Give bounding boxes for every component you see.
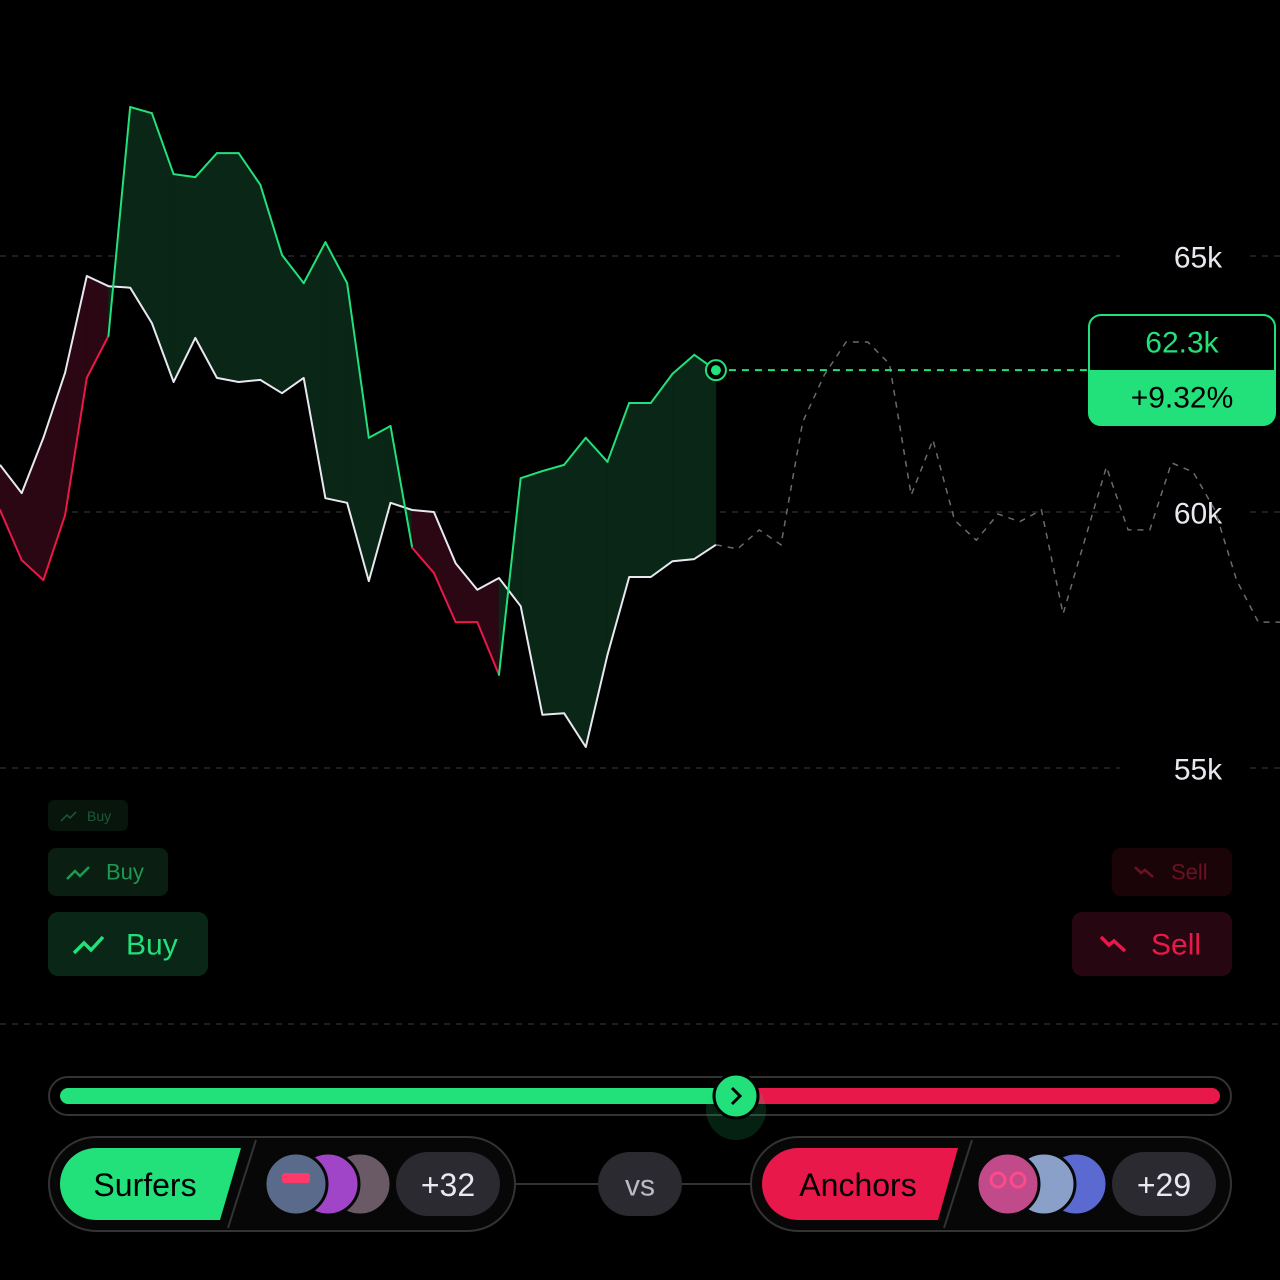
- y-tick-label: 60k: [1174, 498, 1223, 531]
- button-label: Sell: [1171, 860, 1208, 885]
- price-segment: [324, 241, 349, 285]
- change-label: +9.32%: [1131, 382, 1234, 415]
- button-label: Buy: [106, 860, 144, 885]
- y-tick-label: 65k: [1174, 242, 1223, 275]
- price-segment: [129, 106, 153, 115]
- member-count: +29: [1137, 1167, 1191, 1203]
- vs-label: vs: [625, 1170, 655, 1203]
- team-pill: [762, 1148, 958, 1220]
- price-segment: [519, 470, 544, 480]
- price-segment: [476, 621, 500, 676]
- price-label: 62.3k: [1145, 327, 1219, 360]
- price-segment: [281, 253, 305, 285]
- price-segment: [42, 514, 67, 582]
- gain-area: [628, 402, 652, 578]
- price-segment: [563, 436, 587, 466]
- slider-bear: [732, 1088, 1220, 1104]
- price-segment: [649, 372, 674, 404]
- avatar-glasses: [989, 1171, 1007, 1189]
- divider: [227, 1139, 257, 1229]
- team-name: Surfers: [93, 1167, 196, 1203]
- gain-area: [672, 354, 695, 562]
- trend-icon: [66, 866, 90, 880]
- avatar: [975, 1151, 1041, 1217]
- price-segment: [259, 183, 284, 256]
- button-bg: [48, 848, 168, 896]
- gain-area: [693, 354, 717, 560]
- price-segment: [432, 571, 457, 624]
- gain-area: [325, 242, 348, 504]
- trend-icon: [60, 811, 77, 822]
- price-segment: [85, 334, 110, 379]
- price-segment: [0, 508, 23, 562]
- price-segment: [584, 436, 609, 463]
- team-name: Anchors: [799, 1167, 916, 1203]
- vs-pill: [598, 1152, 682, 1216]
- price-segment: [606, 401, 631, 463]
- buy-button-medium[interactable]: Buy: [48, 848, 168, 896]
- button-bg: [48, 800, 128, 831]
- count-pill: [396, 1152, 500, 1216]
- price-segment: [411, 546, 435, 574]
- price-segment: [302, 241, 327, 285]
- team-pill: [60, 1148, 241, 1220]
- avatar-glasses: [1009, 1171, 1027, 1189]
- price-segment: [237, 152, 262, 186]
- gain-area: [238, 152, 261, 383]
- team-left[interactable]: Surfers +32: [48, 1136, 516, 1232]
- sell-button-medium[interactable]: Sell: [1112, 848, 1232, 896]
- button-label: Buy: [126, 929, 178, 962]
- price-badge: 62.3k +9.32%: [1088, 314, 1276, 426]
- price-segment: [367, 424, 392, 439]
- forecast-line: [715, 341, 1280, 623]
- sentiment-slider[interactable]: [48, 1072, 1232, 1140]
- price-segment: [389, 424, 414, 549]
- price-segment: [346, 282, 370, 439]
- buy-button-small[interactable]: Buy: [48, 800, 128, 831]
- avatar: [263, 1151, 329, 1217]
- reference-line: [0, 275, 717, 748]
- member-count: +32: [421, 1167, 475, 1203]
- button-bg: [1072, 912, 1232, 976]
- buy-button-large[interactable]: Buy: [48, 912, 208, 976]
- price-segment: [497, 477, 522, 676]
- price-segment: [671, 353, 696, 375]
- trend-icon: [72, 935, 105, 955]
- gain-area: [129, 106, 153, 325]
- price-segment: [64, 376, 88, 517]
- count-pill: [1112, 1152, 1216, 1216]
- team-right[interactable]: Anchors +29: [750, 1136, 1232, 1232]
- avatar-glasses: [282, 1173, 310, 1183]
- price-segment: [107, 106, 132, 337]
- divider: [943, 1139, 973, 1229]
- slider-knob[interactable]: [712, 1072, 760, 1120]
- slider-track: [48, 1076, 1232, 1116]
- gain-area: [650, 372, 673, 578]
- button-label: Sell: [1151, 929, 1201, 962]
- button-label: Buy: [87, 808, 111, 824]
- chart: 55k 60k 65k: [0, 106, 1280, 787]
- trend-icon: [1099, 935, 1127, 953]
- price-segment: [20, 559, 45, 582]
- price-segment: [172, 173, 197, 179]
- knob-chevron: [730, 1086, 743, 1106]
- gain-area: [216, 152, 239, 383]
- gain-area: [563, 436, 587, 749]
- button-bg: [48, 912, 208, 976]
- price-segment: [150, 112, 175, 176]
- trend-icon: [1134, 866, 1154, 878]
- price-segment: [541, 463, 566, 473]
- badge-fill: [1089, 370, 1275, 425]
- slider-bull: [60, 1088, 740, 1104]
- price-segment: [194, 152, 218, 179]
- y-tick-label: 55k: [1174, 754, 1223, 787]
- button-bg: [1112, 848, 1232, 896]
- sell-button-large[interactable]: Sell: [1072, 912, 1232, 976]
- price-marker: [710, 365, 721, 376]
- gain-area: [542, 464, 565, 716]
